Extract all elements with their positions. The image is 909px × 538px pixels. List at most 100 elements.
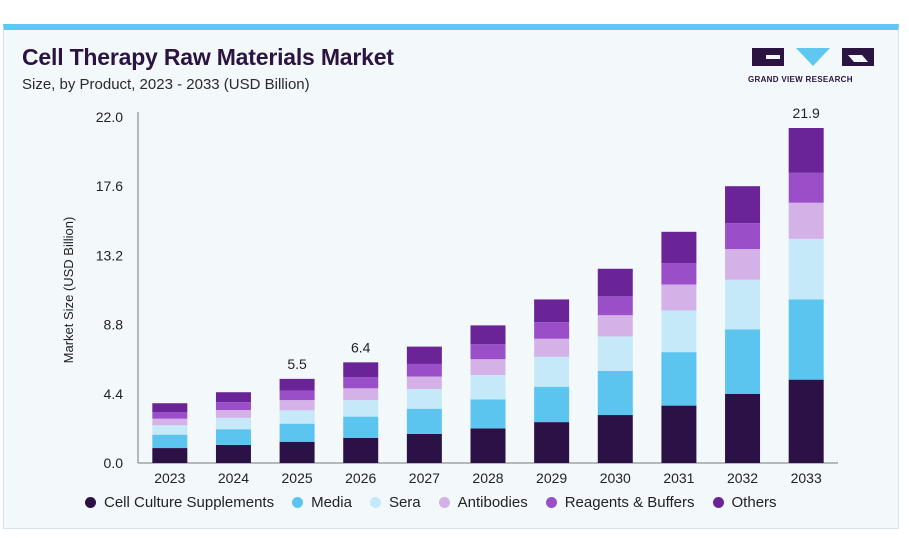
bar-segment bbox=[279, 441, 315, 463]
bar-segment bbox=[788, 238, 824, 300]
bar-segment bbox=[215, 429, 251, 445]
x-tick-label: 2031 bbox=[663, 470, 694, 486]
bar-segment bbox=[661, 405, 697, 463]
bar-segment bbox=[534, 338, 570, 357]
bar-segment bbox=[215, 402, 251, 410]
bar-segment bbox=[534, 422, 570, 463]
bar-segment bbox=[406, 408, 442, 434]
data-label: 6.4 bbox=[351, 339, 371, 355]
bar-segment bbox=[152, 403, 188, 413]
bar-segment bbox=[788, 299, 824, 380]
legend-swatch bbox=[369, 497, 381, 508]
bar-segment bbox=[343, 400, 379, 417]
x-tick-label: 2023 bbox=[154, 470, 185, 486]
y-tick-label: 22.0 bbox=[96, 109, 123, 125]
bar-segment bbox=[534, 299, 570, 323]
y-tick-label: 13.2 bbox=[96, 247, 123, 263]
bar-segment bbox=[725, 393, 761, 463]
bar-segment bbox=[215, 392, 251, 403]
x-tick-label: 2028 bbox=[472, 470, 503, 486]
legend-label: Antibodies bbox=[457, 494, 528, 511]
chart-legend: Cell Culture Supplements Media Sera Antibod… bbox=[85, 494, 795, 511]
bar-segment bbox=[343, 377, 379, 389]
bar-segment bbox=[470, 325, 506, 345]
x-tick-label: 2026 bbox=[345, 470, 376, 486]
legend-label: Others bbox=[731, 494, 777, 511]
bar-segment bbox=[725, 329, 761, 394]
bar-segment bbox=[661, 231, 697, 264]
bar-segment bbox=[788, 128, 824, 173]
x-tick-label: 2025 bbox=[282, 470, 313, 486]
bar-segment bbox=[215, 444, 251, 463]
x-tick-label: 2030 bbox=[600, 470, 631, 486]
bar-segment bbox=[406, 363, 442, 377]
y-tick-label: 8.8 bbox=[104, 317, 124, 333]
bar-segment bbox=[725, 186, 761, 224]
x-tick-label: 2032 bbox=[727, 470, 758, 486]
bar-segment bbox=[661, 352, 697, 406]
bar-segment bbox=[788, 172, 824, 203]
legend-swatch bbox=[438, 497, 450, 508]
bar-segment bbox=[725, 279, 761, 330]
bar-segment bbox=[152, 418, 188, 426]
legend-item: Antibodies bbox=[438, 494, 528, 511]
bar-segment bbox=[534, 322, 570, 339]
x-tick-label: 2033 bbox=[791, 470, 822, 486]
legend-label: Cell Culture Supplements bbox=[104, 494, 275, 511]
legend-label: Sera bbox=[388, 494, 421, 511]
y-tick-label: 4.4 bbox=[104, 386, 124, 402]
bar-segment bbox=[279, 410, 315, 424]
data-label: 5.5 bbox=[287, 356, 307, 372]
bar-segment bbox=[215, 417, 251, 430]
legend-swatch bbox=[292, 497, 304, 508]
legend-item: Media bbox=[292, 494, 352, 511]
bar-segment bbox=[534, 356, 570, 387]
legend-swatch bbox=[85, 497, 96, 508]
x-tick-label: 2027 bbox=[409, 470, 440, 486]
bar-segment bbox=[343, 437, 379, 463]
bar-segment bbox=[597, 296, 633, 316]
y-tick-label: 0.0 bbox=[104, 455, 124, 471]
bar-segment bbox=[406, 433, 442, 463]
bar-segment bbox=[597, 268, 633, 297]
bar-segment bbox=[470, 428, 506, 463]
legend-item: Reagents & Buffers bbox=[545, 494, 695, 511]
bar-segment bbox=[661, 263, 697, 285]
data-label: 21.9 bbox=[793, 105, 820, 121]
bar-segment bbox=[406, 346, 442, 364]
x-tick-label: 2029 bbox=[536, 470, 567, 486]
legend-item: Cell Culture Supplements bbox=[85, 494, 274, 511]
legend-swatch bbox=[545, 497, 557, 508]
bar-segment bbox=[534, 386, 570, 423]
bar-segment bbox=[406, 376, 442, 390]
grand-view-research-logo bbox=[752, 48, 874, 66]
bar-segment bbox=[597, 370, 633, 416]
bar-segment bbox=[470, 344, 506, 360]
bar-segment bbox=[725, 249, 761, 280]
bar-segment bbox=[661, 284, 697, 311]
bar-segment bbox=[470, 374, 506, 400]
page-subtitle: Size, by Product, 2023 - 2033 (USD Billi… bbox=[22, 76, 310, 93]
brand-name: GRAND VIEW RESEARCH bbox=[748, 75, 853, 84]
bar-segment bbox=[406, 389, 442, 409]
page-title: Cell Therapy Raw Materials Market bbox=[22, 44, 394, 70]
legend-label: Media bbox=[311, 494, 352, 511]
bar-segment bbox=[788, 379, 824, 463]
legend-label: Reagents & Buffers bbox=[564, 494, 695, 511]
bar-segment bbox=[343, 388, 379, 401]
y-axis-title: Market Size (USD Billion) bbox=[61, 217, 76, 364]
bar-segment bbox=[152, 412, 188, 419]
legend-item: Sera bbox=[369, 494, 421, 511]
bar-segment bbox=[279, 423, 315, 442]
bar-segment bbox=[788, 202, 824, 239]
bar-segment bbox=[470, 399, 506, 429]
bar-segment bbox=[152, 434, 188, 449]
bar-segment bbox=[343, 416, 379, 438]
bar-segment bbox=[279, 400, 315, 411]
bar-segment bbox=[597, 415, 633, 463]
bar-segment bbox=[215, 409, 251, 418]
bar-segment bbox=[152, 448, 188, 463]
bar-segment bbox=[279, 390, 315, 401]
bar-segment bbox=[470, 359, 506, 375]
